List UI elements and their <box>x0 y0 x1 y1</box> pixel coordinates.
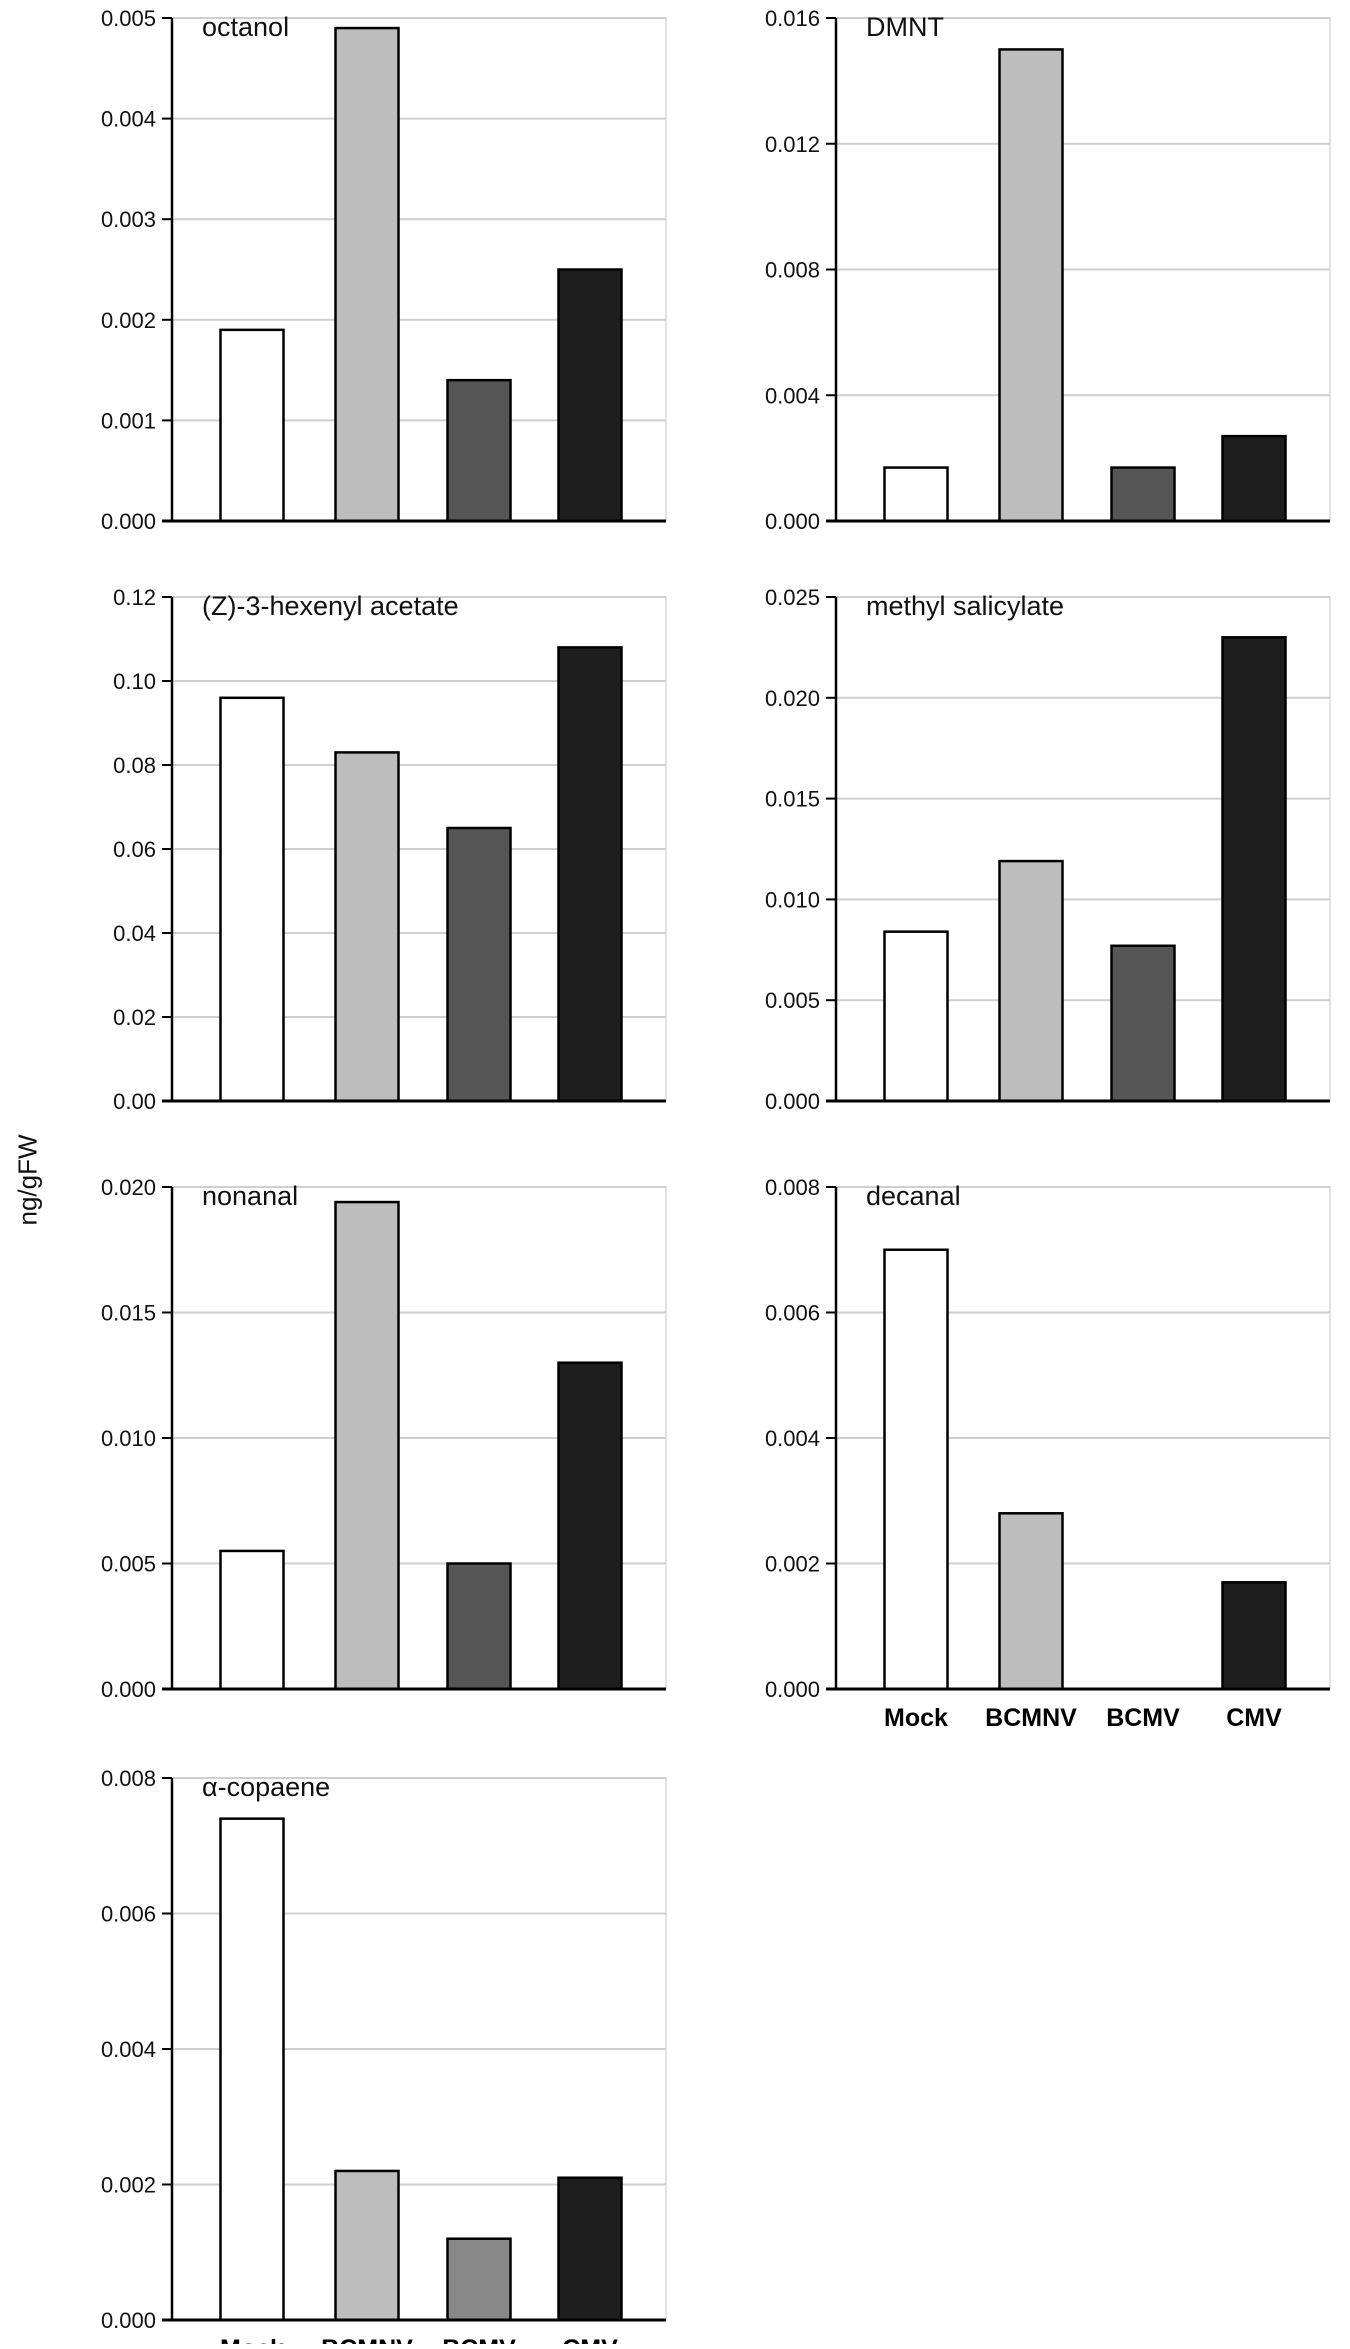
bar-bcmv <box>1110 944 1176 1103</box>
y-tick-label: 0.000 <box>101 509 156 534</box>
bar-cmv <box>1221 636 1287 1103</box>
bar-bcmnv <box>334 2169 400 2322</box>
y-tick-label: 0.02 <box>113 1005 156 1030</box>
y-tick-label: 0.020 <box>101 1175 156 1200</box>
bar-mock <box>219 1549 285 1691</box>
y-tick-label: 0.002 <box>765 1552 820 1577</box>
y-tick-label: 0.012 <box>765 132 820 157</box>
y-tick-label: 0.004 <box>765 383 820 408</box>
bar-bcmnv <box>334 751 400 1103</box>
chart-methyl-salicylate: 0.000 0.005 0.010 0.015 0.020 0.025 methyl sal… <box>765 585 1331 1114</box>
bar-bcmv <box>446 378 512 523</box>
y-tick-label: 0.008 <box>101 1766 156 1791</box>
y-tick-label: 0.000 <box>765 1677 820 1702</box>
y-tick-label: 0.015 <box>765 787 820 812</box>
y-tick-label: 0.006 <box>765 1301 820 1326</box>
bar-cmv <box>557 268 623 523</box>
y-tick-label: 0.10 <box>113 669 156 694</box>
chart-decanal: 0.000 0.002 0.004 0.006 0.008 decanal Mock BCMN… <box>765 1175 1331 1732</box>
y-tick-label: 0.04 <box>113 921 156 946</box>
bar-bcmv <box>446 1562 512 1691</box>
bar-bcmv <box>1110 466 1176 523</box>
y-tick-label: 0.010 <box>101 1426 156 1451</box>
y-tick-label: 0.000 <box>765 509 820 534</box>
y-tick-label: 0.003 <box>101 207 156 232</box>
chart-copaene: 0.000 0.002 0.004 0.006 0.008 α-copaene Mock BC… <box>101 1766 667 2349</box>
x-tick-label-cmv: CMV <box>1226 1704 1282 1732</box>
y-tick-label: 0.010 <box>765 887 820 912</box>
y-tick-label: 0.12 <box>113 585 156 610</box>
bar-bcmnv <box>334 26 400 523</box>
chart-title: octanol <box>202 12 289 42</box>
y-tick-label: 0.020 <box>765 686 820 711</box>
chart-title: (Z)-3-hexenyl acetate <box>202 591 459 621</box>
x-tick-label-cmv: CMV <box>562 2335 618 2344</box>
x-tick-label-bcmnv: BCMNV <box>985 1704 1077 1732</box>
bar-bcmnv <box>998 1512 1064 1691</box>
y-axis-label: ng/gFW <box>12 1134 43 1226</box>
y-tick-label: 0.004 <box>765 1426 820 1451</box>
y-tick-label: 0.015 <box>101 1301 156 1326</box>
y-tick-label: 0.005 <box>101 6 156 31</box>
y-tick-label: 0.001 <box>101 408 156 433</box>
y-tick-label: 0.005 <box>765 988 820 1013</box>
y-tick-label: 0.004 <box>101 2037 156 2062</box>
y-tick-label: 0.005 <box>101 1552 156 1577</box>
bar-cmv <box>557 2176 623 2322</box>
bar-bcmnv <box>998 48 1064 523</box>
chart-title: DMNT <box>866 12 944 42</box>
y-tick-label: 0.004 <box>101 107 156 132</box>
bar-bcmnv <box>334 1200 400 1691</box>
bar-mock <box>883 466 949 523</box>
bar-mock <box>883 1248 949 1691</box>
chart-title: decanal <box>866 1181 961 1211</box>
y-tick-label: 0.025 <box>765 585 820 610</box>
x-tick-label-bcmv: BCMV <box>1106 1704 1180 1732</box>
bar-bcmnv <box>998 859 1064 1103</box>
bar-mock <box>219 1817 285 2322</box>
bar-mock <box>219 696 285 1103</box>
y-tick-label: 0.000 <box>765 1089 820 1114</box>
chart-title: nonanal <box>202 1181 298 1211</box>
bar-cmv <box>557 1361 623 1691</box>
x-tick-label-mock: Mock <box>220 2335 284 2344</box>
x-tick-label-bcmv: BCMV <box>442 2335 516 2344</box>
bar-mock <box>883 930 949 1103</box>
bar-bcmv <box>446 826 512 1103</box>
y-tick-label: 0.000 <box>101 1677 156 1702</box>
chart-octanol: 0.000 0.001 0.002 0.003 0.004 0.005 octanol <box>101 6 667 534</box>
chart-nonanal: 0.000 0.005 0.010 0.015 0.020 nonanal <box>101 1175 667 1702</box>
bar-mock <box>219 328 285 523</box>
y-tick-label: 0.016 <box>765 6 820 31</box>
bar-cmv <box>557 646 623 1103</box>
x-tick-label-bcmnv: BCMNV <box>321 2335 413 2344</box>
y-tick-label: 0.006 <box>101 1902 156 1927</box>
y-tick-label: 0.000 <box>101 2308 156 2333</box>
y-tick-label: 0.06 <box>113 837 156 862</box>
bar-cmv <box>1221 1581 1287 1691</box>
y-tick-label: 0.002 <box>101 308 156 333</box>
bar-bcmv <box>446 2237 512 2322</box>
chart-z-3-hexenyl-acetate: 0.00 0.02 0.04 0.06 0.08 0.10 0.12 (Z)-3-hexeny… <box>113 585 667 1114</box>
y-tick-label: 0.00 <box>113 1089 156 1114</box>
x-tick-label-mock: Mock <box>884 1704 948 1732</box>
bar-cmv <box>1221 434 1287 523</box>
y-tick-label: 0.08 <box>113 753 156 778</box>
y-tick-label: 0.008 <box>765 1175 820 1200</box>
y-axis-label-container: ng/gFW <box>8 1120 48 1240</box>
y-tick-label: 0.008 <box>765 258 820 283</box>
chart-dmnt: 0.000 0.004 0.008 0.012 0.016 DMNT <box>765 6 1331 534</box>
chart-title: methyl salicylate <box>866 591 1064 621</box>
y-tick-label: 0.002 <box>101 2173 156 2198</box>
chart-title: α-copaene <box>202 1772 330 1802</box>
